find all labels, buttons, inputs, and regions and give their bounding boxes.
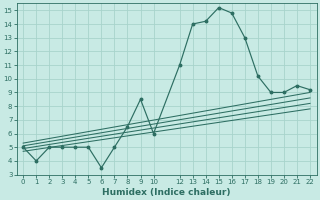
X-axis label: Humidex (Indice chaleur): Humidex (Indice chaleur)	[102, 188, 231, 197]
